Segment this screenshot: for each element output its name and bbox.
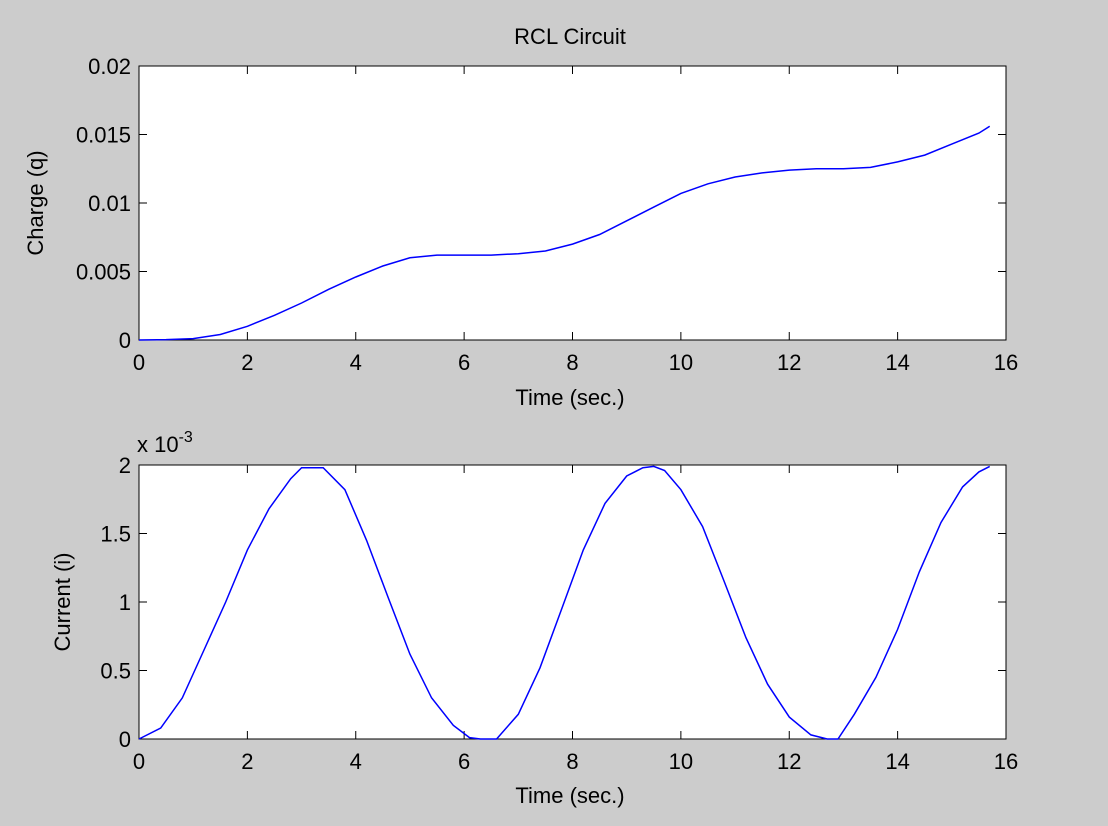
current-x-axis-label: Time (sec.) [515,783,624,808]
y-tick-label: 0 [119,727,131,752]
y-tick-label: 0.015 [76,123,131,148]
current-y-axis-label: Current (i) [50,552,75,651]
y-tick-label: 2 [119,453,131,478]
x-tick-label: 10 [669,350,693,375]
x-tick-label: 4 [350,350,362,375]
x-tick-label: 10 [669,749,693,774]
current-ticks [138,464,1007,740]
x-tick-label: 6 [458,350,470,375]
x-tick-label: 0 [133,749,145,774]
y-tick-label: 0.02 [88,54,131,79]
charge-series-line [138,125,991,341]
current-axes [138,464,1007,740]
exponent-power: -3 [179,429,193,446]
y-tick-label: 0.5 [100,659,131,684]
y-tick-label: 1.5 [100,522,131,547]
y-tick-label: 0.005 [76,260,131,285]
charge-chart: RCL Circuit 0 2 4 6 8 10 12 14 16 0 0.005 0.01 0.01… [23,24,1018,410]
x-tick-label: 6 [458,749,470,774]
current-ytick-labels: 0 0.5 1 1.5 2 [100,453,131,752]
x-tick-label: 8 [566,350,578,375]
current-xtick-labels: 0 2 4 6 8 10 12 14 16 [133,749,1018,774]
y-axis-exponent: x 10-3 [137,429,193,457]
x-tick-label: 16 [994,350,1018,375]
charge-y-axis-label: Charge (q) [23,150,48,255]
y-tick-label: 1 [119,590,131,615]
x-tick-label: 16 [994,749,1018,774]
charge-ytick-labels: 0 0.005 0.01 0.015 0.02 [76,54,131,353]
charge-xtick-labels: 0 2 4 6 8 10 12 14 16 [133,350,1018,375]
x-tick-label: 2 [241,749,253,774]
x-tick-label: 8 [566,749,578,774]
x-tick-label: 12 [777,749,801,774]
y-tick-label: 0.01 [88,191,131,216]
chart-title: RCL Circuit [514,24,626,49]
x-tick-label: 0 [133,350,145,375]
exponent-base: x 10 [137,432,179,457]
current-chart: 0 2 4 6 8 10 12 14 16 0 0.5 1 1.5 2 x 10-3 Time (sec… [50,429,1018,808]
charge-axes [138,65,1007,341]
x-tick-label: 4 [350,749,362,774]
y-tick-label: 0 [119,328,131,353]
x-tick-label: 2 [241,350,253,375]
x-tick-label: 14 [885,749,909,774]
charge-x-axis-label: Time (sec.) [515,385,624,410]
current-series-line [138,465,991,740]
x-tick-label: 14 [885,350,909,375]
x-tick-label: 12 [777,350,801,375]
